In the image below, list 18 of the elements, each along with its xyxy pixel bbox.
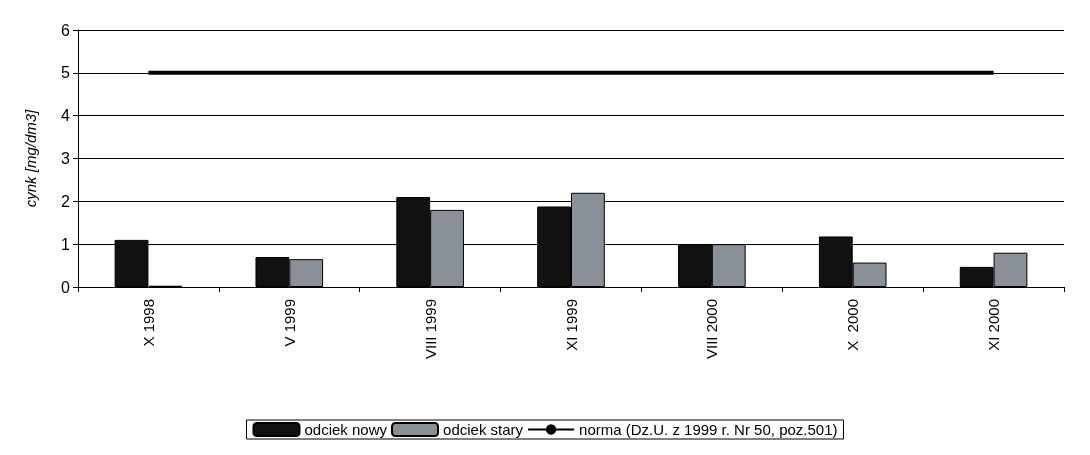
y-tick-label: 0 (61, 278, 71, 296)
y-tick-label: 5 (61, 64, 71, 82)
y-axis-title: cynk [mg/dm3] (22, 108, 39, 208)
y-tick-label: 1 (61, 235, 71, 253)
x-tick-label: VIII 2000 (703, 299, 721, 360)
y-tick-label: 2 (61, 192, 71, 210)
x-tick-label: X 2000 (844, 299, 862, 351)
x-tick-label: V 1999 (280, 299, 298, 347)
x-tick-label: XI 1999 (562, 299, 580, 351)
y-tick-label: 4 (61, 107, 71, 125)
legend-label: odciek nowy (304, 421, 388, 438)
x-tick-label: VIII 1999 (421, 299, 439, 360)
legend-label: odciek stary (443, 421, 524, 438)
y-tick-label: 6 (61, 21, 71, 39)
y-tick-label: 3 (61, 150, 71, 167)
x-tick-label: X 1998 (139, 299, 157, 347)
legend-label: norma (Dz.U. z 1999 r. Nr 50, poz.501) (579, 421, 838, 438)
x-tick-label: XI 2000 (985, 299, 1003, 351)
